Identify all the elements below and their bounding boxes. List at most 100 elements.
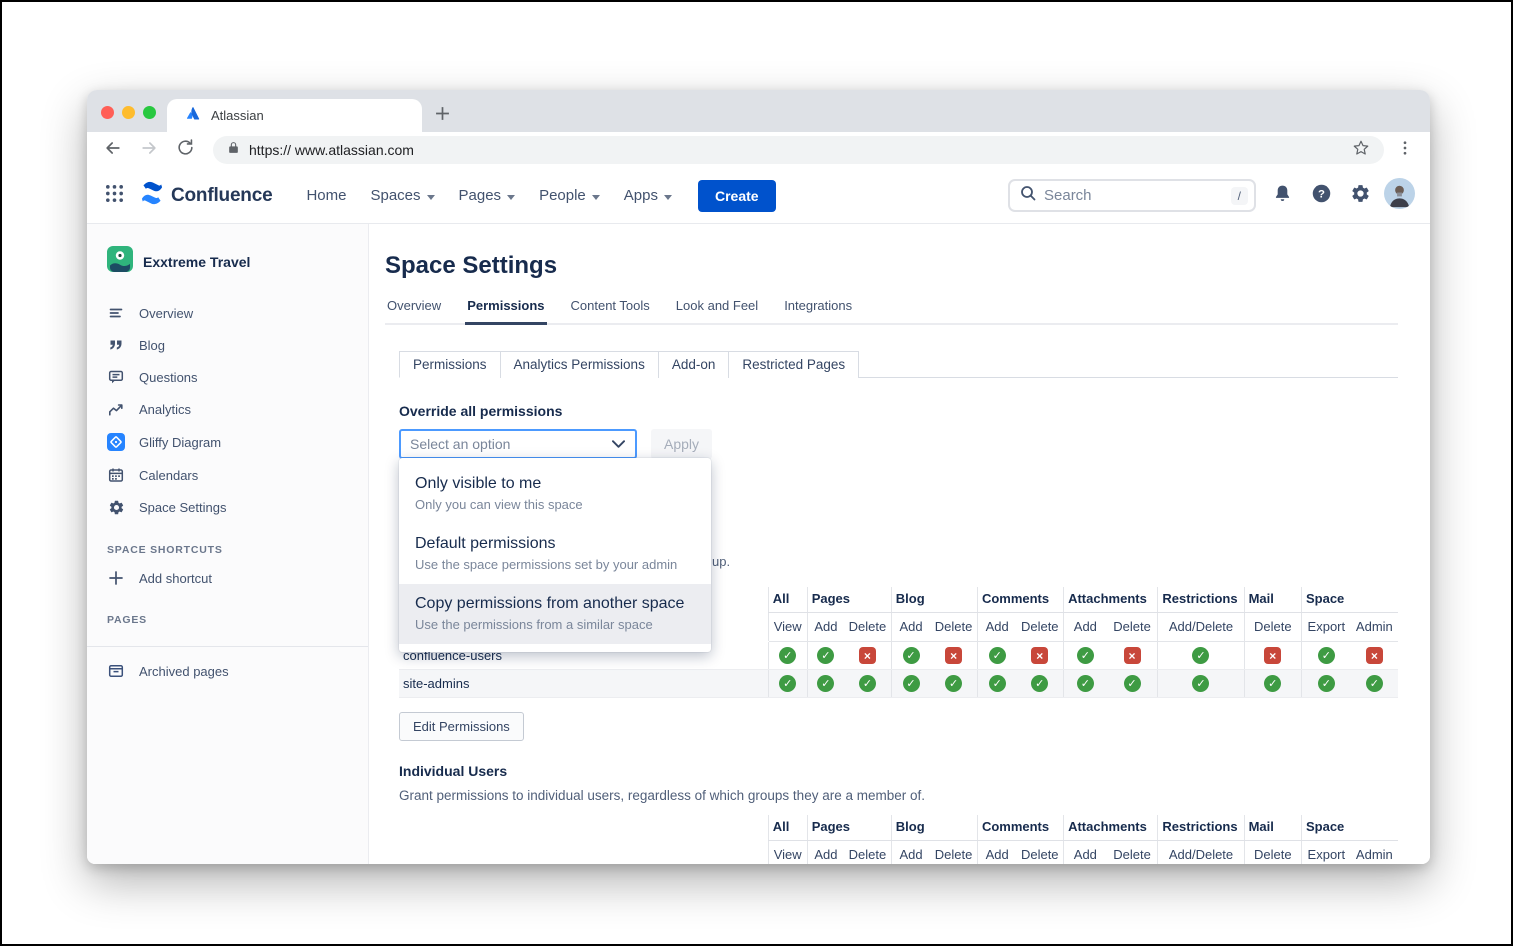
bookmark-button[interactable]: [1348, 137, 1374, 163]
nav-item-home[interactable]: Home: [296, 179, 356, 212]
address-bar[interactable]: https:// www.atlassian.com: [213, 136, 1384, 164]
nav-item-label: Pages: [458, 187, 502, 204]
option-title: Only visible to me: [415, 475, 542, 492]
table-row: site-admins ✓ ✓ ✓ ✓ ✓ ✓ ✓ ✓ ✓ ✓ ✓ ✓ ✓: [399, 669, 1398, 698]
column-group-header: Comments: [976, 587, 1064, 613]
app-grid-icon: [104, 183, 125, 209]
sidebar-item-space-settings[interactable]: Space Settings: [87, 491, 368, 524]
window-controls: [101, 106, 156, 119]
refresh-button[interactable]: [171, 136, 199, 164]
permission-granted-icon: ✓: [1317, 675, 1335, 693]
questions-icon: [107, 369, 125, 385]
forward-arrow-icon: [139, 138, 159, 163]
nav-item-label: Apps: [623, 187, 658, 204]
column-group-header: Comments: [976, 815, 1064, 841]
sidebar-item-analytics[interactable]: Analytics: [87, 393, 368, 425]
sidebar-item-blog[interactable]: Blog: [87, 329, 368, 361]
overview-icon: [107, 305, 125, 321]
individual-permissions-table: All Pages Blog Comments Attachments Restricti…: [399, 815, 1398, 864]
gear-small-icon: [107, 499, 125, 516]
apply-button[interactable]: Apply: [651, 429, 713, 459]
app-switcher-button[interactable]: [101, 183, 127, 209]
add-shortcut-button[interactable]: Add shortcut: [87, 562, 368, 594]
option-subtitle: Use the space permissions set by your ad…: [415, 557, 678, 572]
help-button[interactable]: ?: [1308, 183, 1334, 209]
lock-icon: [227, 141, 240, 159]
column-header: Add: [976, 840, 1017, 864]
search-input[interactable]: Search /: [1008, 179, 1256, 212]
space-header[interactable]: Exxtreme Travel: [87, 246, 368, 277]
column-header: Delete: [1106, 840, 1158, 864]
top-nav-items: Home Spaces Pages People Apps: [296, 179, 682, 212]
close-window-button[interactable]: [101, 106, 114, 119]
column-group-header: Attachments: [1063, 587, 1158, 613]
profile-button[interactable]: [1383, 177, 1415, 209]
subtab-analytics-permissions[interactable]: Analytics Permissions: [499, 351, 659, 378]
option-title: Default permissions: [415, 535, 556, 552]
dropdown-option-default-permissions[interactable]: Default permissions Use the space permiss…: [399, 524, 711, 584]
permission-granted-icon: ✓: [988, 647, 1006, 665]
add-shortcut-label: Add shortcut: [139, 570, 212, 586]
tab-permissions[interactable]: Permissions: [465, 298, 547, 325]
individual-users-heading: Individual Users: [399, 763, 508, 779]
subtab-permissions[interactable]: Permissions: [399, 351, 501, 378]
column-group-header: All: [767, 815, 808, 841]
edit-permissions-button[interactable]: Edit Permissions: [399, 712, 524, 741]
create-button[interactable]: Create: [697, 179, 776, 212]
sidebar-item-calendars[interactable]: Calendars: [87, 459, 368, 491]
forward-button[interactable]: [135, 136, 163, 164]
sidebar-item-archived-pages[interactable]: Archived pages: [87, 655, 368, 687]
confluence-top-nav: Confluence Home Spaces Pages People Apps Cre…: [87, 168, 1430, 224]
permission-granted-icon: ✓: [1192, 675, 1210, 693]
sidebar-item-overview[interactable]: Overview: [87, 297, 368, 329]
tab-look-and-feel[interactable]: Look and Feel: [675, 298, 759, 313]
column-header: Add: [1063, 840, 1107, 864]
pages-heading: PAGES: [107, 614, 147, 626]
subtab-restricted-pages[interactable]: Restricted Pages: [728, 351, 860, 378]
override-select[interactable]: Select an option: [399, 429, 637, 459]
back-button[interactable]: [99, 136, 127, 164]
sidebar-item-label: Space Settings: [139, 500, 227, 515]
nav-item-spaces[interactable]: Spaces: [360, 179, 444, 212]
column-group-header: Blog: [890, 815, 978, 841]
column-header: Admin: [1350, 840, 1398, 864]
permission-granted-icon: ✓: [902, 647, 920, 665]
sidebar-item-questions[interactable]: Questions: [87, 361, 368, 393]
nav-item-people[interactable]: People: [529, 179, 610, 212]
nav-item-apps[interactable]: Apps: [614, 179, 682, 212]
column-group-header: Attachments: [1063, 815, 1158, 841]
settings-button[interactable]: [1347, 183, 1373, 209]
tab-integrations[interactable]: Integrations: [784, 298, 853, 313]
override-select-dropdown: Only visible to me Only you can view this…: [399, 458, 711, 652]
tab-overview[interactable]: Overview: [387, 298, 442, 313]
calendar-icon: [107, 467, 125, 483]
browser-menu-button[interactable]: [1392, 136, 1418, 164]
tab-content-tools[interactable]: Content Tools: [570, 298, 650, 313]
permission-denied-icon: ×: [1365, 647, 1383, 665]
subtab-add-on[interactable]: Add-on: [657, 351, 730, 378]
column-group-header: Restrictions: [1157, 587, 1245, 613]
confluence-logo[interactable]: Confluence: [139, 180, 273, 211]
dropdown-option-only-visible-to-me[interactable]: Only visible to me Only you can view this…: [399, 464, 711, 524]
column-header: Add: [976, 612, 1017, 642]
column-group-header: Space: [1300, 587, 1398, 613]
column-header: Add: [806, 840, 845, 864]
browser-tab[interactable]: Atlassian: [167, 99, 422, 132]
notifications-button[interactable]: [1269, 183, 1295, 209]
permission-granted-icon: ✓: [945, 675, 963, 693]
permission-granted-icon: ✓: [1031, 675, 1049, 693]
nav-item-pages[interactable]: Pages: [449, 179, 526, 212]
permission-granted-icon: ✓: [902, 675, 920, 693]
maximize-window-button[interactable]: [143, 106, 156, 119]
sidebar-item-gliffy-diagram[interactable]: Gliffy Diagram: [87, 425, 368, 459]
space-logo-icon: [107, 246, 133, 277]
minimize-window-button[interactable]: [122, 106, 135, 119]
dropdown-option-copy-permissions-from-another-space[interactable]: Copy permissions from another space Use t…: [399, 584, 711, 644]
column-header: Export: [1300, 840, 1351, 864]
column-header: View: [767, 612, 808, 642]
sidebar-item-label: Gliffy Diagram: [139, 434, 222, 450]
permission-denied-icon: ×: [945, 647, 963, 665]
column-header: Add: [890, 840, 931, 864]
new-tab-button[interactable]: [435, 99, 450, 132]
column-group-header: Pages: [806, 587, 892, 613]
